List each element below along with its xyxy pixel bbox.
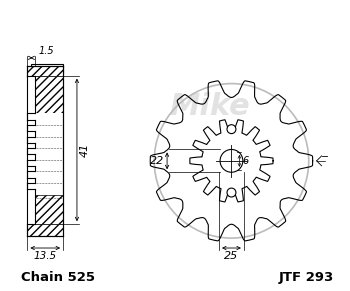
Text: 25: 25 [224, 251, 239, 261]
Text: 1.5: 1.5 [38, 46, 54, 56]
Bar [35, 194, 63, 224]
Bar [35, 131, 63, 136]
Text: Mike: Mike [169, 92, 250, 121]
Bar [35, 120, 63, 125]
Text: 6: 6 [242, 156, 248, 166]
Bar [35, 76, 63, 113]
Bar [27, 183, 63, 189]
Bar [27, 125, 63, 131]
Text: 22: 22 [150, 156, 164, 166]
Bar [32, 64, 63, 74]
Circle shape [227, 188, 236, 197]
Bar [27, 171, 63, 178]
Bar [35, 178, 63, 183]
Bar [27, 224, 63, 236]
Bar [35, 155, 63, 160]
Bar [27, 160, 63, 166]
Circle shape [227, 125, 236, 134]
Bar [27, 113, 63, 120]
Bar [35, 143, 63, 148]
Circle shape [220, 150, 243, 172]
Text: 13.5: 13.5 [34, 251, 57, 261]
Text: JTF 293: JTF 293 [278, 271, 334, 284]
Text: 41: 41 [80, 143, 90, 157]
Bar [27, 66, 63, 76]
Bar [27, 148, 63, 155]
Bar [35, 166, 63, 171]
Text: Chain 525: Chain 525 [21, 271, 96, 284]
Bar [27, 136, 63, 143]
